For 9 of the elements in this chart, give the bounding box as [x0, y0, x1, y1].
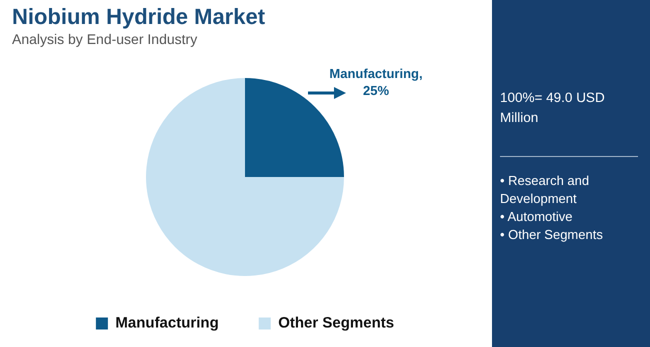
- legend-label: Other Segments: [278, 314, 394, 332]
- legend-label: Manufacturing: [115, 314, 219, 332]
- text: • Other Segments: [500, 226, 604, 244]
- text: 100%= 49.0 USD Million: [500, 89, 606, 127]
- chart-title: Niobium Hydride Market: [12, 4, 266, 30]
- text: • Research and Development: [500, 172, 590, 208]
- text: • Automotive: [500, 208, 574, 226]
- chart-subtitle: Analysis by End-user Industry: [12, 31, 198, 47]
- data-label: Manufacturing, 25%: [329, 66, 423, 98]
